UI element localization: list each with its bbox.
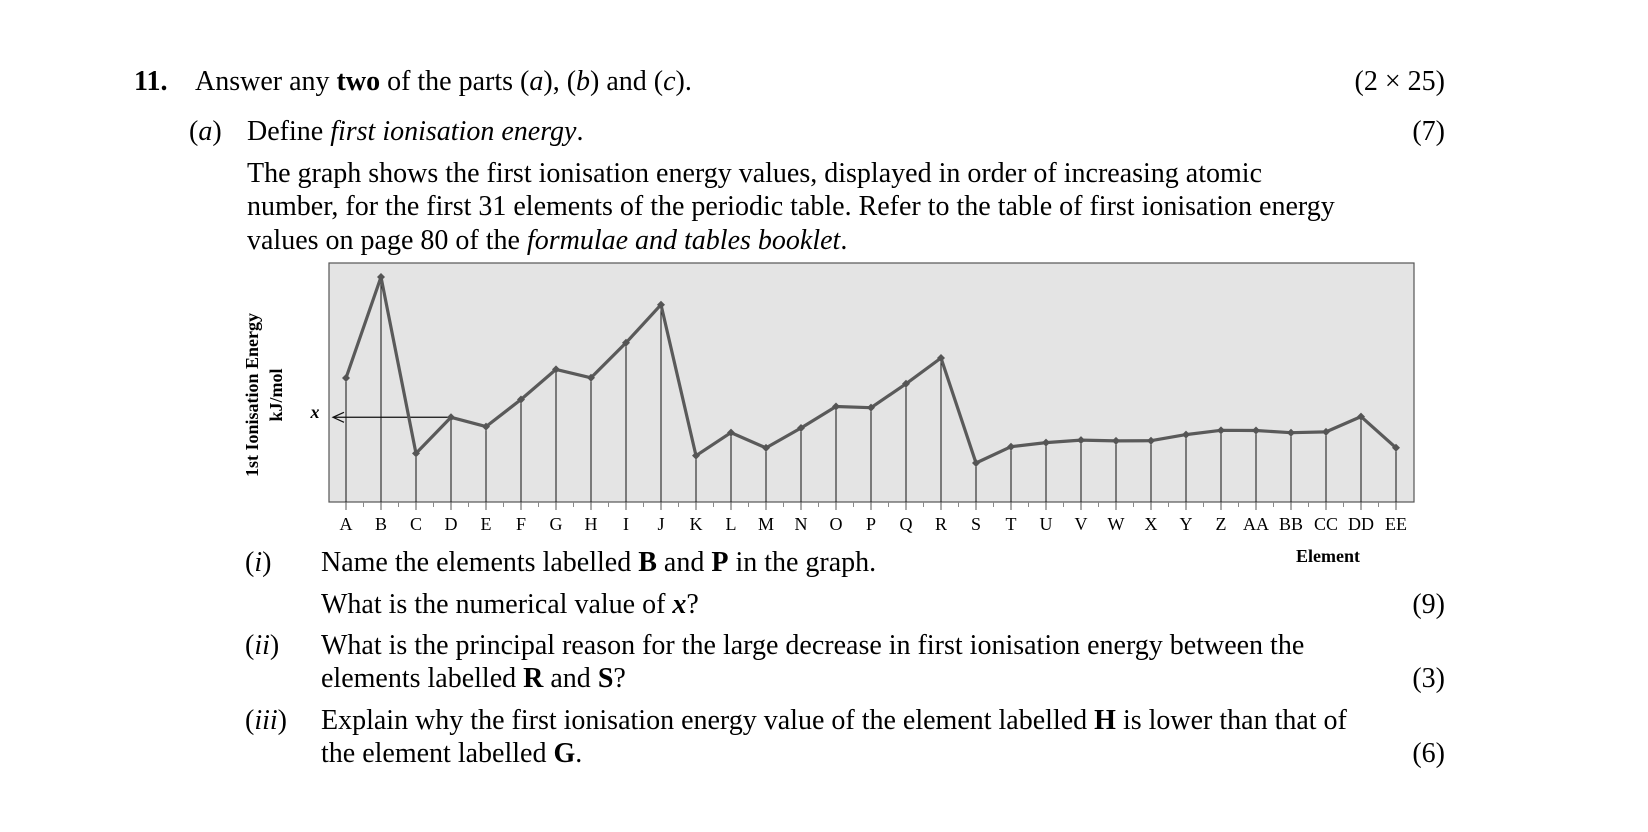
data-point-N <box>797 423 805 432</box>
part-a-paragraph-line-1: The graph shows the first ionisation ene… <box>247 158 1262 189</box>
sub-ii-label: (ii) <box>245 630 280 661</box>
x-tick-label-R: R <box>935 514 947 534</box>
data-point-C <box>412 449 420 458</box>
data-point-G <box>552 365 560 374</box>
x-tick-label-H: H <box>585 514 598 534</box>
x-tick-label-W: W <box>1108 514 1125 534</box>
data-point-S <box>972 459 980 467</box>
data-point-M <box>762 443 770 452</box>
x-tick-label-D: D <box>445 514 458 534</box>
x-tick-label-A: A <box>340 514 353 534</box>
x-tick-label-C: C <box>410 514 422 534</box>
sub-ii-line-2: elements labelled R and S? <box>321 663 626 694</box>
data-point-A <box>342 373 350 382</box>
data-point-W <box>1112 436 1120 445</box>
y-axis-label: 1st Ionisation Energy kJ/mol <box>242 313 286 477</box>
sub-i-line-1: Name the elements labelled B and P in th… <box>321 547 877 578</box>
x-tick-label-I: I <box>623 514 629 534</box>
x-tick-label-T: T <box>1006 514 1017 534</box>
sub-ii-line-1: What is the principal reason for the lar… <box>321 630 1305 661</box>
data-point-F <box>517 395 525 404</box>
x-tick-label-U: U <box>1040 514 1053 534</box>
sub-iii-line-2: the element labelled G. <box>321 738 583 769</box>
data-point-T <box>1007 442 1015 451</box>
x-tick-label-Y: Y <box>1180 514 1193 534</box>
data-point-K <box>692 451 700 460</box>
part-a-label: (a) <box>189 116 222 147</box>
x-tick-label-F: F <box>516 514 526 534</box>
x-marker-label: x <box>310 402 320 422</box>
y-axis-label-line-2: kJ/mol <box>266 368 286 421</box>
total-marks: (2 × 25) <box>1354 66 1445 97</box>
part-a-define: Define first ionisation energy. <box>247 116 584 147</box>
sub-i-line-2: What is the numerical value of x? <box>321 589 699 620</box>
sub-iii-line-1: Explain why the first ionisation energy … <box>321 705 1347 736</box>
data-point-R <box>937 354 945 363</box>
data-point-D <box>447 413 455 422</box>
data-point-BB <box>1287 428 1295 437</box>
data-point-X <box>1147 436 1155 445</box>
x-tick-label-AA: AA <box>1243 514 1269 534</box>
data-point-P <box>867 403 875 412</box>
data-point-O <box>832 402 840 411</box>
data-point-DD <box>1357 412 1365 421</box>
data-point-L <box>727 428 735 437</box>
x-tick-label-Q: Q <box>900 514 913 534</box>
x-tick-label-X: X <box>1145 514 1158 534</box>
sub-iii-label: (iii) <box>245 705 287 736</box>
data-point-E <box>482 422 490 431</box>
data-point-V <box>1077 436 1085 445</box>
part-a-paragraph-line-2: number, for the first 31 elements of the… <box>247 191 1335 222</box>
x-tick-label-O: O <box>830 514 843 534</box>
question-intro: Answer any two of the parts (a), (b) and… <box>195 66 692 97</box>
data-point-EE <box>1392 443 1400 452</box>
x-tick-label-G: G <box>550 514 563 534</box>
x-tick-label-L: L <box>726 514 737 534</box>
sub-i-label: (i) <box>245 547 272 578</box>
data-point-Q <box>902 379 910 388</box>
sub-iii-marks: (6) <box>1412 738 1445 769</box>
part-a-marks: (7) <box>1412 116 1445 147</box>
sub-ii-marks: (3) <box>1412 663 1445 694</box>
data-point-AA <box>1252 426 1260 435</box>
x-tick-label-DD: DD <box>1348 514 1374 534</box>
data-point-B <box>377 273 385 281</box>
x-tick-label-Z: Z <box>1216 514 1227 534</box>
x-tick-label-CC: CC <box>1314 514 1338 534</box>
x-marker-arrowhead <box>331 411 345 423</box>
x-tick-label-V: V <box>1075 514 1088 534</box>
x-tick-label-E: E <box>481 514 492 534</box>
x-tick-label-N: N <box>795 514 808 534</box>
data-point-Y <box>1182 430 1190 439</box>
data-point-U <box>1042 438 1050 447</box>
part-a-paragraph-line-3: values on page 80 of the formulae and ta… <box>247 225 848 256</box>
y-axis-label-line-1: 1st Ionisation Energy <box>242 313 262 477</box>
data-point-CC <box>1322 427 1330 436</box>
x-tick-label-M: M <box>758 514 774 534</box>
x-axis-label: Element <box>1296 546 1360 566</box>
data-point-I <box>622 338 630 347</box>
question-number: 11. <box>134 66 168 97</box>
x-tick-label-B: B <box>375 514 387 534</box>
x-tick-label-BB: BB <box>1279 514 1303 534</box>
data-point-J <box>657 300 665 309</box>
x-tick-label-J: J <box>657 514 664 534</box>
sub-i-marks: (9) <box>1412 589 1445 620</box>
data-point-H <box>587 373 595 382</box>
x-tick-label-EE: EE <box>1385 514 1407 534</box>
x-tick-label-S: S <box>971 514 981 534</box>
x-tick-label-K: K <box>690 514 703 534</box>
data-point-Z <box>1217 426 1225 435</box>
x-tick-label-P: P <box>866 514 876 534</box>
